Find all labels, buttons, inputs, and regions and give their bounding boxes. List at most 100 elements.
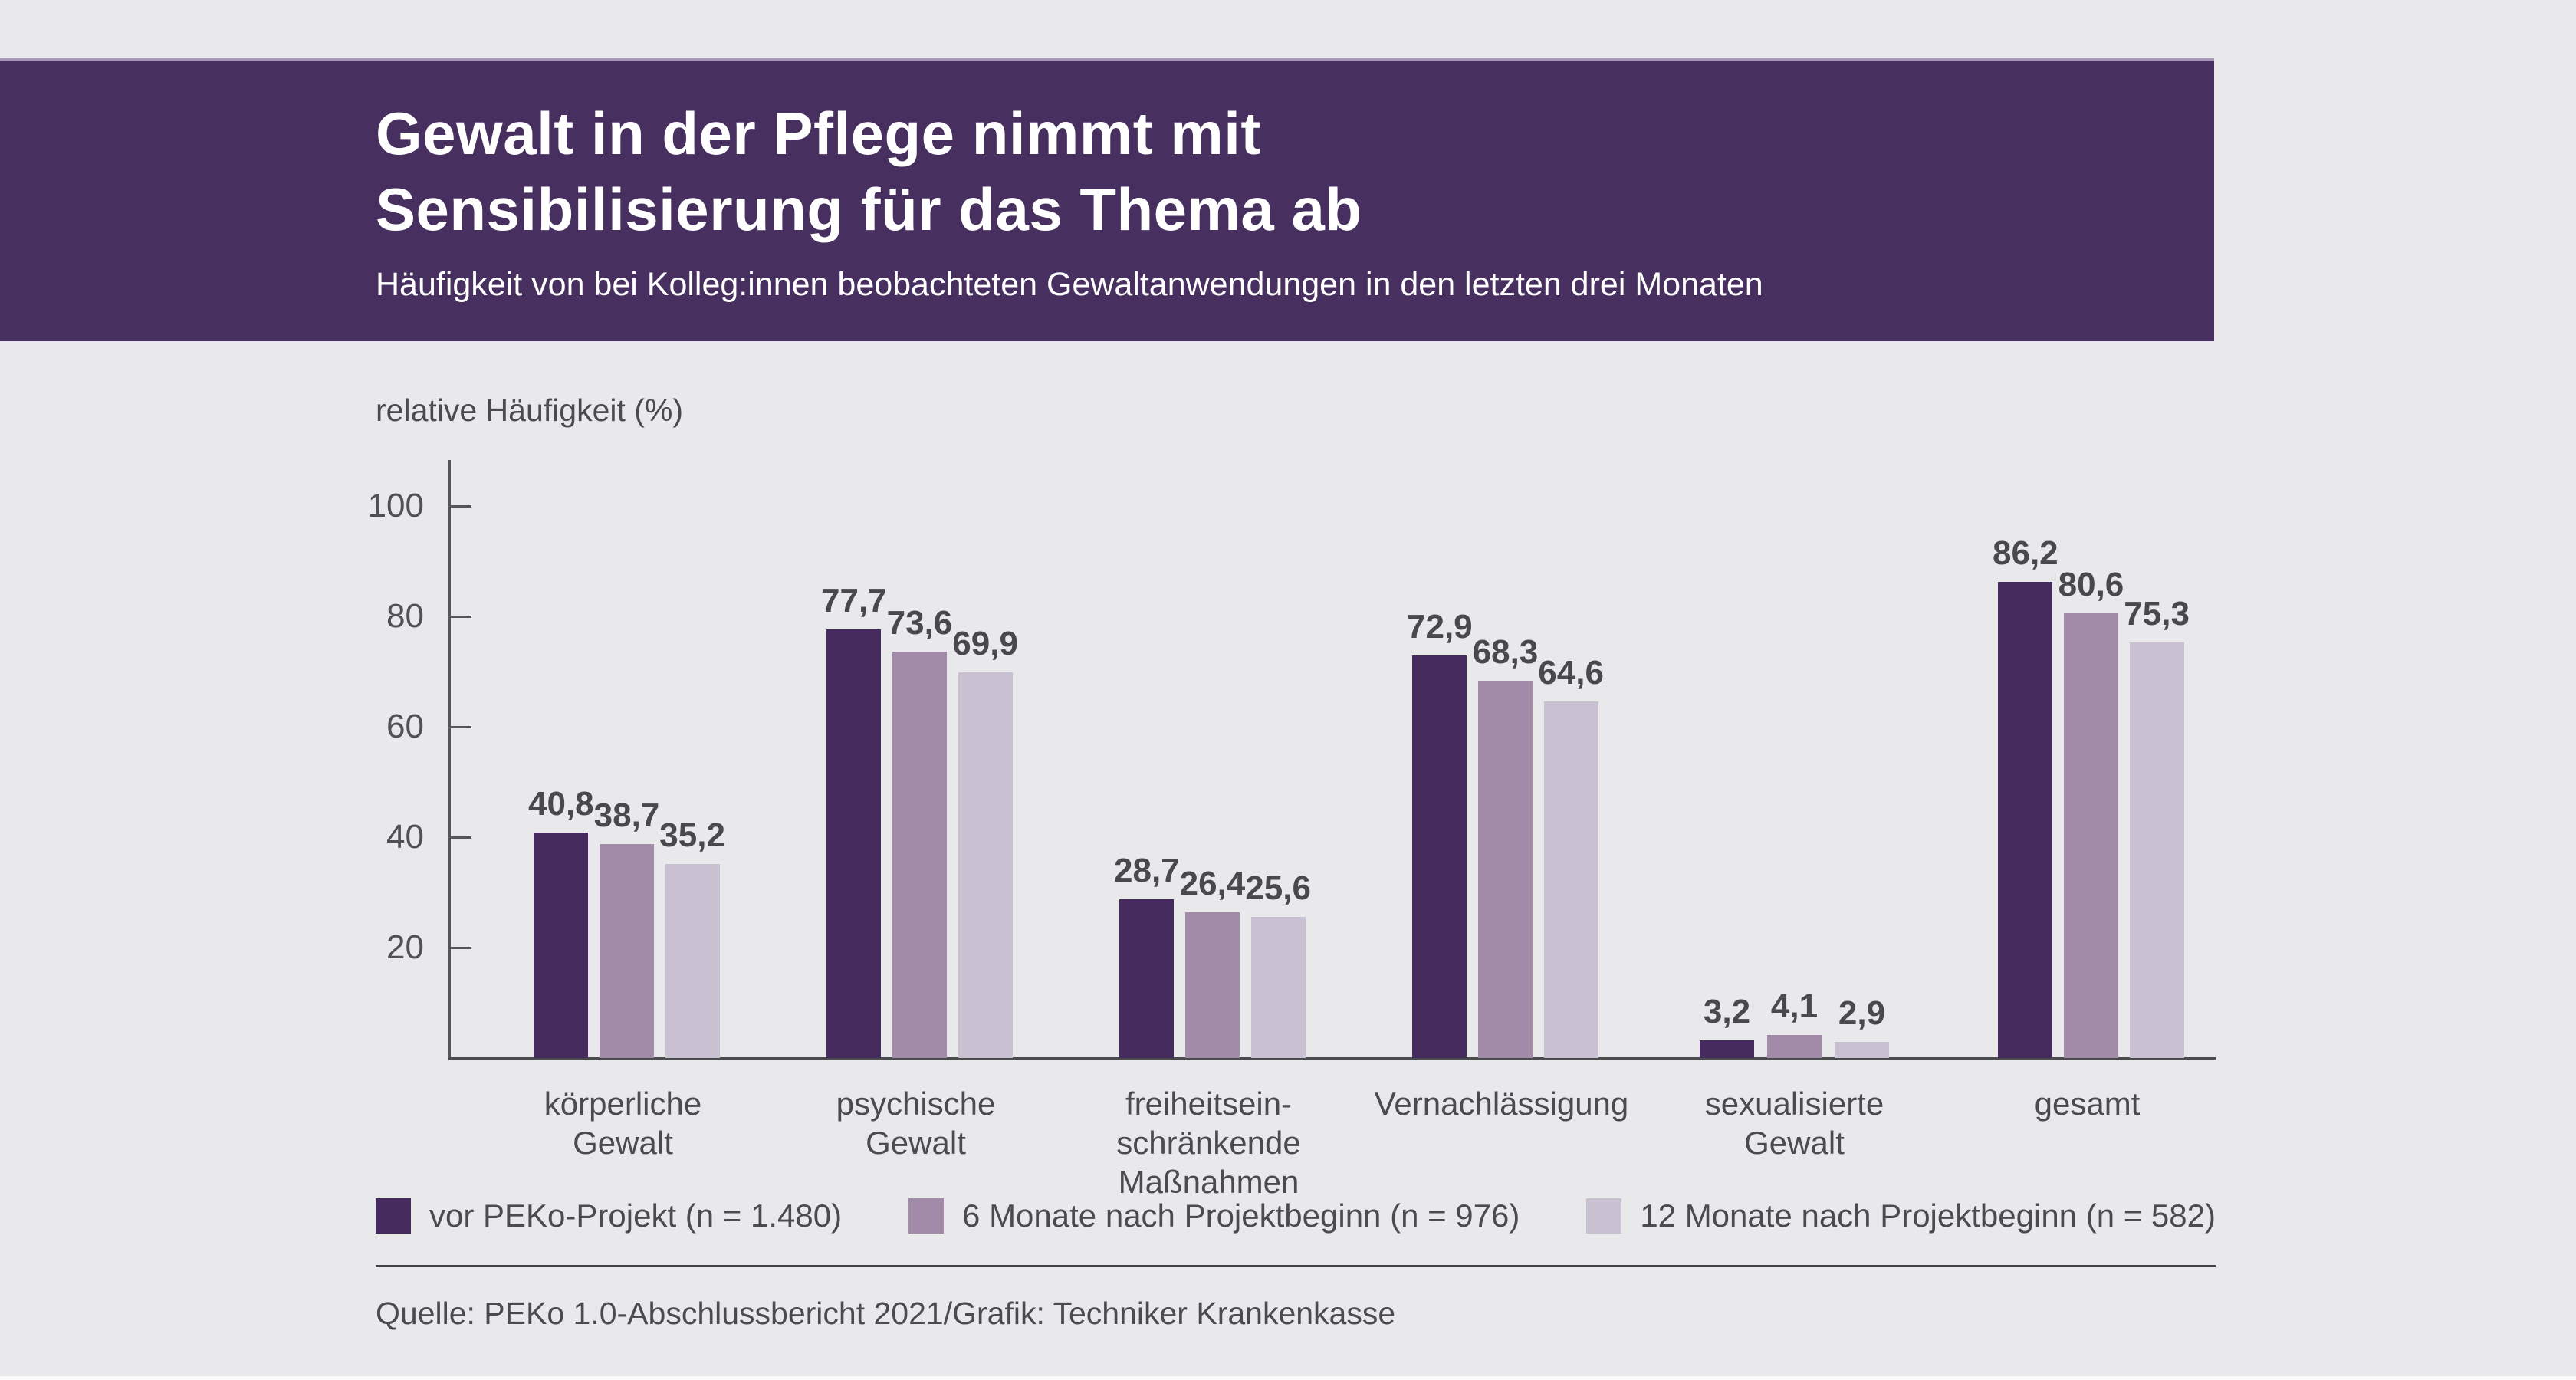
category-label: gesamt	[2034, 1086, 2141, 1122]
bar-cluster: 72,9 68,3 64,6	[1407, 608, 1604, 1058]
bar-cluster: 86,2 80,6 75,3	[1993, 534, 2190, 1058]
legend-label: 6 Monate nach Projektbeginn (n = 976)	[962, 1198, 1520, 1234]
bar-unit: 68,3	[1472, 633, 1539, 1058]
source-credit: Quelle: PEKo 1.0-Abschlussbericht 2021/G…	[376, 1296, 1396, 1331]
bar-group: 28,7 26,4 25,6 freiheitsein-schränkende Maßn…	[1114, 460, 1311, 1200]
y-axis-title: relative Häufigkeit (%)	[376, 393, 684, 428]
bar	[1184, 912, 1240, 1058]
bar-unit: 26,4	[1179, 865, 1246, 1058]
bar	[2063, 613, 2118, 1058]
bar	[1998, 582, 2053, 1058]
bar-value-label: 72,9	[1407, 608, 1473, 646]
bar-group: 86,2 80,6 75,3 gesamt	[1993, 460, 2190, 1122]
bar-value-label: 40,8	[528, 785, 594, 823]
y-tick-label: 60	[386, 708, 424, 745]
y-tick-label: 80	[386, 597, 424, 635]
bar-value-label: 86,2	[1993, 534, 2058, 572]
bar-value-label: 28,7	[1114, 852, 1180, 889]
chart-legend: vor PEKo-Projekt (n = 1.480) 6 Monate nac…	[376, 1198, 2216, 1234]
bar-cluster: 40,8 38,7 35,2	[528, 785, 725, 1058]
bar-value-label: 25,6	[1245, 869, 1311, 907]
bar	[665, 864, 720, 1058]
legend-swatch	[1586, 1198, 1622, 1234]
bar-cluster: 3,2 4,1 2,9	[1700, 987, 1889, 1058]
legend-item: 12 Monate nach Projektbeginn (n = 582)	[1586, 1198, 2216, 1234]
bar-group: 40,8 38,7 35,2 körperliche Gewalt	[528, 460, 725, 1161]
legend-label: 12 Monate nach Projektbeginn (n = 582)	[1640, 1198, 2216, 1234]
bar-unit: 86,2	[1993, 534, 2058, 1058]
bar-value-label: 68,3	[1472, 633, 1539, 671]
bar	[1412, 656, 1467, 1058]
bar	[1543, 702, 1598, 1058]
bar-value-label: 73,6	[886, 604, 953, 642]
category-label: psychische Gewalt	[836, 1086, 996, 1162]
bar-unit: 35,2	[659, 816, 725, 1058]
bar-group: 77,7 73,6 69,9 psychische Gewalt	[821, 460, 1018, 1161]
legend-swatch	[909, 1198, 945, 1234]
bar-unit: 73,6	[886, 604, 953, 1058]
bar-unit: 40,8	[528, 785, 594, 1058]
bar-value-label: 77,7	[821, 582, 887, 619]
bar	[892, 652, 947, 1058]
y-tick-label: 40	[386, 818, 424, 856]
y-tick-mark	[449, 947, 472, 949]
bar	[599, 844, 654, 1058]
bar-unit: 69,9	[952, 625, 1018, 1058]
bar-value-label: 4,1	[1770, 987, 1819, 1025]
bar-value-label: 64,6	[1538, 654, 1604, 692]
bar-value-label: 26,4	[1179, 865, 1246, 902]
bar-unit: 72,9	[1407, 608, 1473, 1058]
category-label: Vernachlässigung	[1374, 1086, 1629, 1122]
y-tick-mark	[449, 505, 472, 508]
bar-unit: 28,7	[1114, 852, 1180, 1058]
bar-unit: 77,7	[821, 582, 887, 1058]
header-band: Gewalt in der Pflege nimmt mit Sensibili…	[0, 58, 2214, 341]
y-tick-mark	[449, 616, 472, 618]
bar	[1119, 899, 1175, 1058]
bottom-edge-strip	[0, 1376, 2576, 1380]
bar-unit: 4,1	[1767, 987, 1822, 1058]
bar	[1700, 1040, 1754, 1058]
bar-value-label: 38,7	[593, 797, 660, 834]
bar-chart: 20 40 60 80 100 40,8 38,7 35,2 körperliche Gewalt…	[368, 460, 2216, 1200]
page-title-line1: Gewalt in der Pflege nimmt mit	[376, 100, 1261, 167]
bar-value-label: 35,2	[659, 816, 725, 854]
bar	[534, 833, 589, 1058]
bar-unit: 3,2	[1700, 993, 1754, 1058]
page-title-line2: Sensibilisierung für das Thema ab	[376, 176, 1362, 244]
bar-value-label: 3,2	[1703, 993, 1751, 1030]
bar-value-label: 80,6	[2058, 566, 2124, 603]
legend-item: 6 Monate nach Projektbeginn (n = 976)	[909, 1198, 1520, 1234]
legend-item: vor PEKo-Projekt (n = 1.480)	[376, 1198, 842, 1234]
bar-cluster: 77,7 73,6 69,9	[821, 582, 1018, 1058]
bar	[1767, 1035, 1822, 1058]
bar-unit: 80,6	[2058, 566, 2124, 1058]
bar-group: 72,9 68,3 64,6 Vernachlässigung	[1375, 460, 1629, 1122]
bar	[958, 672, 1013, 1058]
bar-unit: 2,9	[1835, 994, 1889, 1058]
bar	[1477, 681, 1533, 1058]
legend-swatch	[376, 1198, 411, 1234]
footer-divider	[376, 1265, 2216, 1267]
bar-unit: 75,3	[2124, 595, 2190, 1058]
bar-value-label: 2,9	[1838, 994, 1886, 1032]
y-tick-label: 20	[386, 928, 424, 966]
category-label: freiheitsein-schränkende Maßnahmen	[1116, 1086, 1301, 1201]
bar	[1250, 917, 1306, 1058]
y-tick-mark	[449, 836, 472, 839]
legend-label: vor PEKo-Projekt (n = 1.480)	[429, 1198, 843, 1234]
bar-group: 3,2 4,1 2,9 sexualisierte Gewalt	[1700, 460, 1889, 1161]
y-axis-line	[449, 460, 451, 1058]
bar-value-label: 75,3	[2124, 595, 2190, 632]
bar-unit: 38,7	[593, 797, 660, 1058]
bar	[1835, 1042, 1889, 1058]
bar-value-label: 69,9	[952, 625, 1018, 662]
page-title: Gewalt in der Pflege nimmt mit Sensibili…	[376, 96, 2214, 248]
page-subtitle: Häufigkeit von bei Kolleg:innen beobacht…	[376, 266, 1763, 304]
bar-cluster: 28,7 26,4 25,6	[1114, 852, 1311, 1058]
category-label: sexualisierte Gewalt	[1704, 1086, 1884, 1162]
x-axis-line	[449, 1057, 2216, 1060]
bar	[2129, 642, 2184, 1058]
y-tick-mark	[449, 726, 472, 728]
